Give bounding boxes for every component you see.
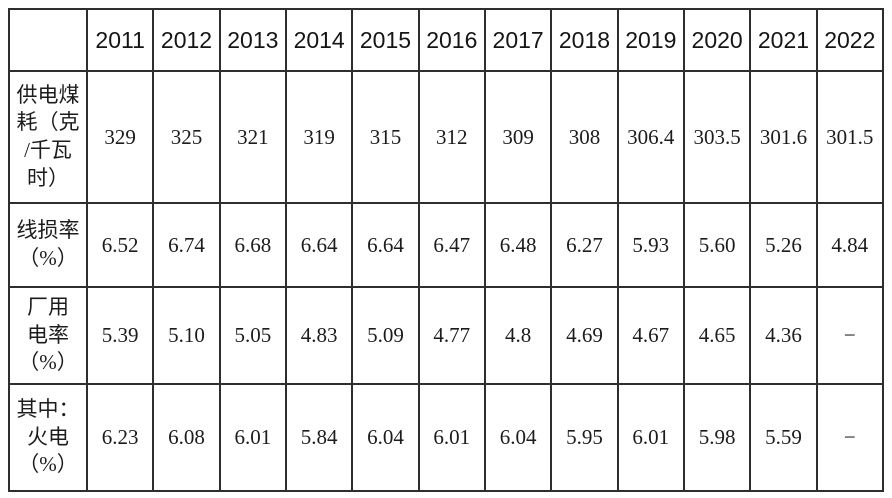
cell-thermal-2020: 5.98	[682, 383, 752, 492]
column-header-2018: 2018	[550, 8, 619, 72]
row-label-plant-power-rate: 厂用 电率 （%）	[8, 286, 88, 385]
column-header-2020: 2020	[682, 8, 752, 72]
cell-coal-2012: 325	[152, 70, 221, 204]
cell-plant-2011: 5.39	[85, 286, 155, 385]
column-header-2022: 2022	[815, 8, 885, 72]
cell-lineloss-2015: 6.64	[351, 202, 420, 288]
column-header-2012: 2012	[152, 8, 221, 72]
cell-lineloss-2019: 5.93	[616, 202, 685, 288]
column-header-2016: 2016	[417, 8, 486, 72]
cell-coal-2018: 308	[550, 70, 619, 204]
cell-coal-2011: 329	[85, 70, 155, 204]
row-label-line-loss: 线损率 （%）	[8, 202, 88, 288]
cell-thermal-2012: 6.08	[152, 383, 221, 492]
column-header-2013: 2013	[218, 8, 287, 72]
cell-thermal-2022: −	[815, 383, 885, 492]
cell-thermal-2016: 6.01	[417, 383, 486, 492]
cell-coal-2016: 312	[417, 70, 486, 204]
cell-lineloss-2012: 6.74	[152, 202, 221, 288]
column-header-2017: 2017	[483, 8, 553, 72]
table-row-line-loss: 线损率 （%） 6.52 6.74 6.68 6.64 6.64 6.47 6.…	[8, 202, 885, 288]
power-statistics-table: 2011 2012 2013 2014 2015 2016 2017 2018 …	[8, 8, 885, 492]
cell-lineloss-2021: 5.26	[749, 202, 818, 288]
cell-coal-2019: 306.4	[616, 70, 685, 204]
table-row-coal-consumption: 供电煤 耗（克 /千瓦 时） 329 325 321 319 315 312 3…	[8, 70, 885, 204]
column-header-2015: 2015	[351, 8, 420, 72]
cell-thermal-2015: 6.04	[351, 383, 420, 492]
corner-cell	[8, 8, 88, 72]
cell-thermal-2013: 6.01	[218, 383, 287, 492]
column-header-2011: 2011	[85, 8, 155, 72]
cell-thermal-2011: 6.23	[85, 383, 155, 492]
cell-plant-2021: 4.36	[749, 286, 818, 385]
cell-plant-2022: −	[815, 286, 885, 385]
cell-plant-2016: 4.77	[417, 286, 486, 385]
cell-lineloss-2013: 6.68	[218, 202, 287, 288]
table-header-row: 2011 2012 2013 2014 2015 2016 2017 2018 …	[8, 8, 885, 72]
cell-thermal-2014: 5.84	[284, 383, 354, 492]
table-row-thermal-power: 其中： 火电 （%） 6.23 6.08 6.01 5.84 6.04 6.01…	[8, 383, 885, 492]
cell-coal-2021: 301.6	[749, 70, 818, 204]
cell-lineloss-2020: 5.60	[682, 202, 752, 288]
cell-coal-2020: 303.5	[682, 70, 752, 204]
cell-lineloss-2017: 6.48	[483, 202, 553, 288]
cell-plant-2012: 5.10	[152, 286, 221, 385]
cell-plant-2014: 4.83	[284, 286, 354, 385]
column-header-2021: 2021	[749, 8, 818, 72]
cell-plant-2018: 4.69	[550, 286, 619, 385]
cell-thermal-2017: 6.04	[483, 383, 553, 492]
row-label-coal-consumption: 供电煤 耗（克 /千瓦 时）	[8, 70, 88, 204]
row-label-thermal-power: 其中： 火电 （%）	[8, 383, 88, 492]
cell-lineloss-2011: 6.52	[85, 202, 155, 288]
cell-coal-2017: 309	[483, 70, 553, 204]
table-row-plant-power-rate: 厂用 电率 （%） 5.39 5.10 5.05 4.83 5.09 4.77 …	[8, 286, 885, 385]
cell-coal-2022: 301.5	[815, 70, 885, 204]
cell-coal-2014: 319	[284, 70, 354, 204]
column-header-2019: 2019	[616, 8, 685, 72]
cell-lineloss-2022: 4.84	[815, 202, 885, 288]
cell-plant-2019: 4.67	[616, 286, 685, 385]
cell-lineloss-2018: 6.27	[550, 202, 619, 288]
cell-plant-2017: 4.8	[483, 286, 553, 385]
cell-lineloss-2016: 6.47	[417, 202, 486, 288]
cell-thermal-2019: 6.01	[616, 383, 685, 492]
cell-plant-2013: 5.05	[218, 286, 287, 385]
cell-plant-2020: 4.65	[682, 286, 752, 385]
cell-coal-2015: 315	[351, 70, 420, 204]
column-header-2014: 2014	[284, 8, 354, 72]
cell-coal-2013: 321	[218, 70, 287, 204]
cell-thermal-2018: 5.95	[550, 383, 619, 492]
cell-lineloss-2014: 6.64	[284, 202, 354, 288]
cell-plant-2015: 5.09	[351, 286, 420, 385]
cell-thermal-2021: 5.59	[749, 383, 818, 492]
